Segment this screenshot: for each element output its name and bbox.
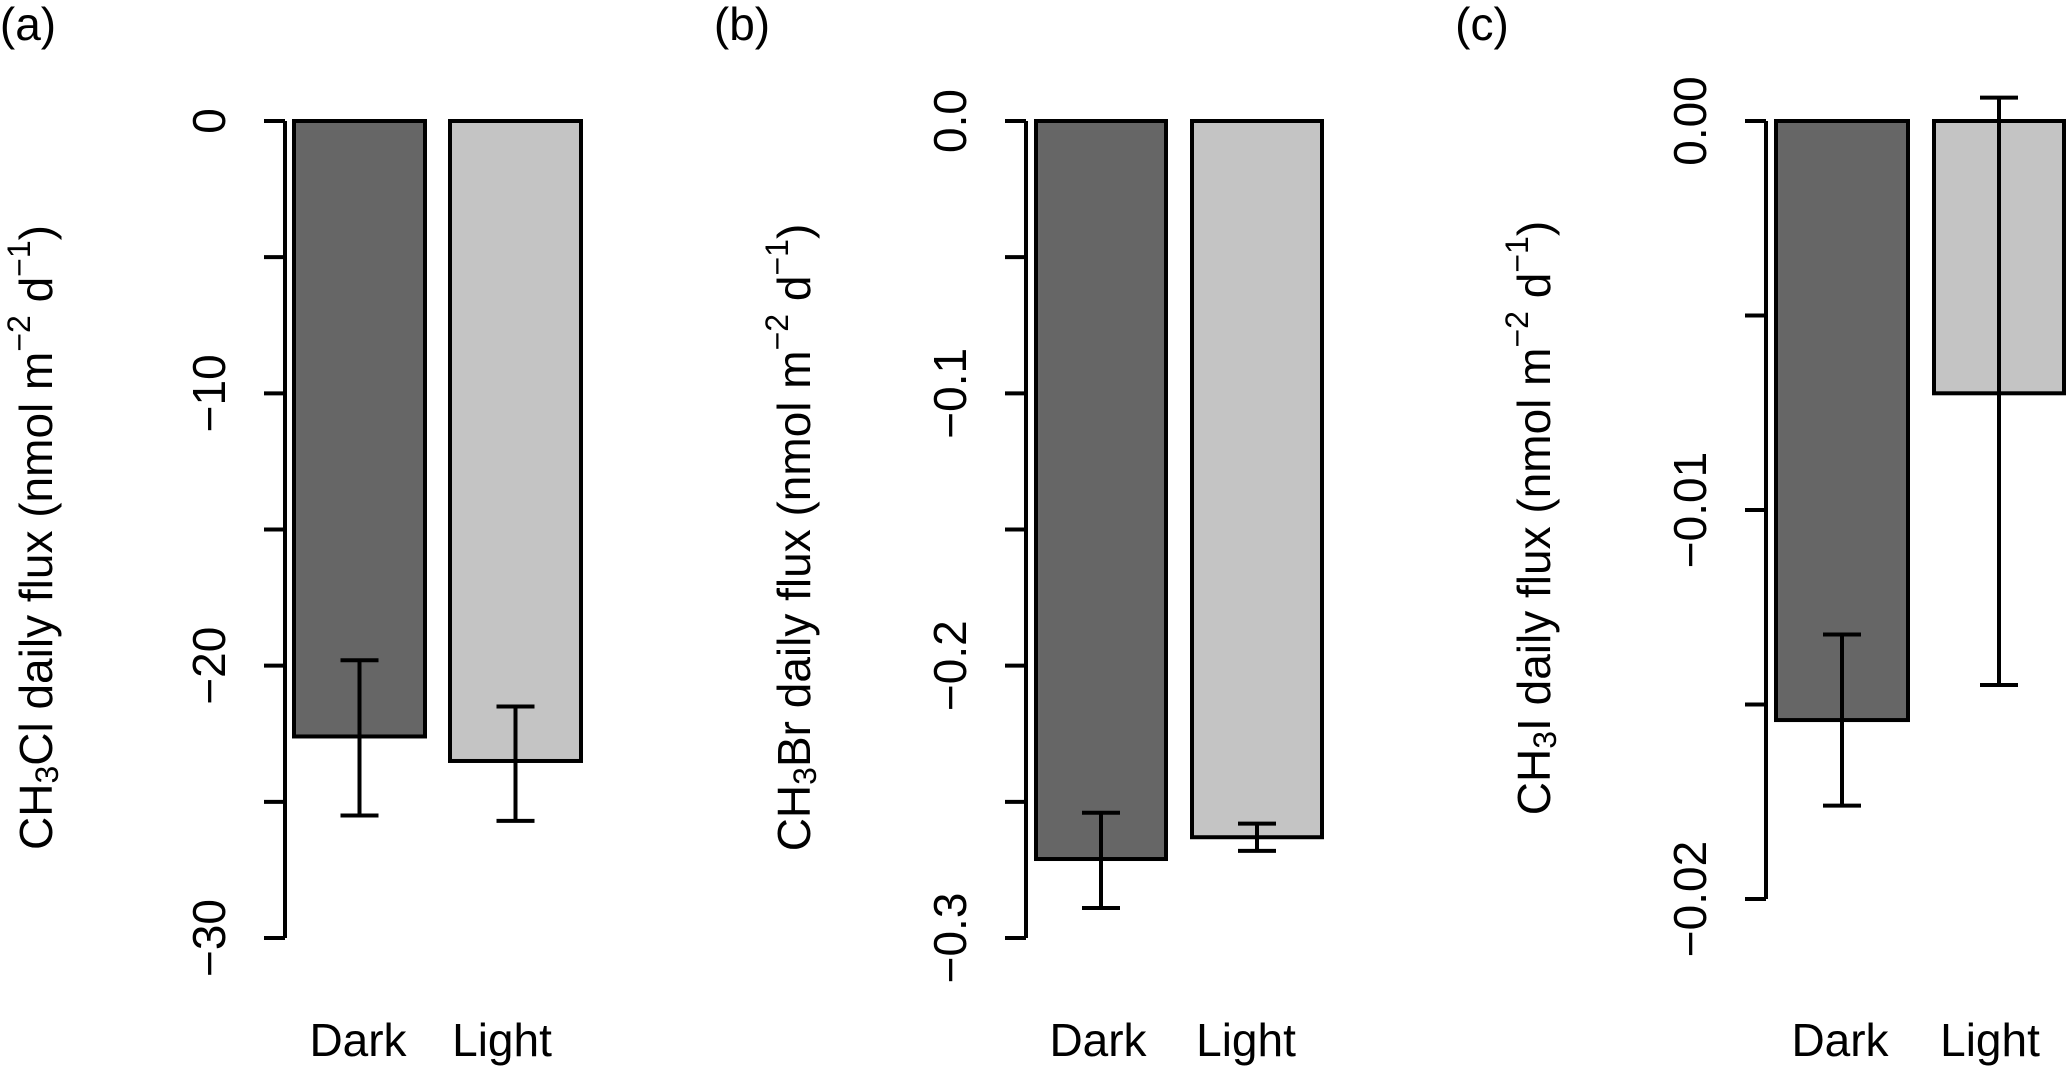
y-tick-label: 0.00 (1664, 76, 1716, 166)
y-tick-label: 0.0 (924, 89, 976, 153)
x-category-label: Dark (309, 1014, 407, 1066)
y-axis-label-part: d (10, 277, 62, 315)
y-tick-label: −0.3 (924, 893, 976, 984)
y-axis-label-part: I daily flux (nmol m (1508, 347, 1560, 730)
y-axis-label-sup: −2 (1499, 311, 1535, 347)
panel-label: (a) (0, 0, 56, 50)
bar-dark (292, 119, 427, 739)
y-tick-label: −0.01 (1664, 452, 1716, 568)
bar-light (448, 119, 583, 763)
y-axis-label-sub: 3 (787, 767, 823, 785)
x-category-label: Light (1940, 1014, 2040, 1066)
panel-label: (c) (1455, 0, 1509, 50)
y-tick-label: −0.1 (924, 348, 976, 439)
y-axis-label-part: CH (10, 784, 62, 850)
bar-light (1190, 119, 1324, 840)
y-axis-label: CH3Br daily flux (nmol m−2 d−1) (759, 224, 823, 852)
y-tick-label: −30 (183, 899, 235, 977)
x-category-label: Light (452, 1014, 552, 1066)
y-axis-label-part: ) (10, 225, 62, 240)
y-tick-label: −0.02 (1664, 841, 1716, 957)
y-axis-label-part: Cl daily flux (nmol m (10, 352, 62, 766)
y-axis-label-sup: −1 (759, 239, 795, 275)
y-axis-label-sub: 3 (1527, 731, 1563, 749)
bar-dark (1774, 119, 1910, 723)
chart-panel: (b) 0.0 −0.1 −0.2 −0.3 CH3Br daily flux (nmol… (714, 0, 1324, 1066)
y-axis-label-part: Br daily flux (nmol m (768, 350, 820, 767)
y-axis-label-part: d (768, 276, 820, 314)
y-tick-label: −20 (183, 627, 235, 705)
y-axis-label: CH3Cl daily flux (nmol m−2 d−1) (1, 225, 65, 850)
y-axis-label-part: CH (768, 785, 820, 851)
y-axis-label: CH3I daily flux (nmol m−2 d−1) (1499, 221, 1563, 815)
x-category-label: Dark (1049, 1014, 1147, 1066)
y-axis-label-sup: −2 (1, 315, 37, 351)
chart-panel: (c) 0.00 −0.01 −0.02 CH3I daily flux (nmol m… (1455, 0, 2066, 1066)
x-category-label: Dark (1791, 1014, 1889, 1066)
chart-panel: (a) 0 −10 −20 −30 CH3Cl daily flux (nmol m−2 … (0, 0, 583, 1066)
y-axis-label-part: d (1508, 273, 1560, 311)
y-axis-label-sub: 3 (29, 766, 65, 784)
y-axis-label-part: ) (768, 224, 820, 239)
y-axis-label-part: ) (1508, 221, 1560, 236)
panel-label: (b) (714, 0, 770, 50)
bar-dark (1034, 119, 1168, 862)
y-tick-label: −0.2 (924, 620, 976, 711)
y-axis-label-part: CH (1508, 749, 1560, 815)
y-axis-label-sup: −1 (1499, 236, 1535, 272)
x-category-label: Light (1196, 1014, 1296, 1066)
y-tick-label: 0 (183, 108, 235, 134)
y-axis-label-sup: −1 (1, 240, 37, 276)
y-tick-label: −10 (183, 354, 235, 432)
y-axis-label-sup: −2 (759, 314, 795, 350)
